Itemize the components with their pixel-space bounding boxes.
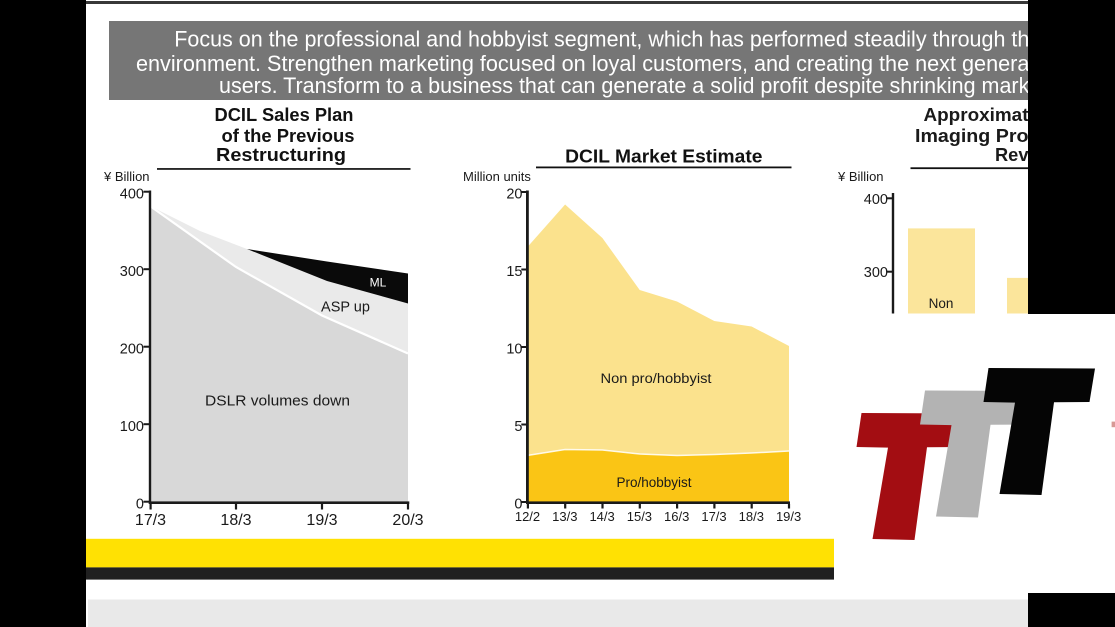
svg-text:Focus on the professional and: Focus on the professional and hobbyist s… [174,27,1115,52]
svg-text:200: 200 [120,342,144,358]
svg-text:DCIL Sales Plan: DCIL Sales Plan [215,105,354,125]
svg-text:Non pro/hobbyist: Non pro/hobbyist [601,371,712,386]
svg-text:environment. Strengthen market: environment. Strengthen marketing focuse… [136,51,1115,76]
svg-text:15: 15 [506,264,522,280]
svg-text:19/3: 19/3 [776,509,801,524]
svg-text:300: 300 [120,264,144,280]
svg-text:users. Transform to a business: users. Transform to a business that can … [219,73,1115,98]
svg-text:DCIL Market Estimate: DCIL Market Estimate [565,147,762,167]
svg-text:300: 300 [864,265,888,281]
svg-text:16/3: 16/3 [664,509,689,524]
svg-text:¥ Billion: ¥ Billion [103,169,150,184]
svg-text:Non: Non [929,296,954,311]
svg-text:Approximate: Approximate [924,105,1040,125]
svg-text:14/3: 14/3 [589,509,614,524]
svg-text:17/3: 17/3 [701,509,726,524]
svg-text:Million units: Million units [463,169,531,184]
svg-text:19/3: 19/3 [306,512,337,529]
svg-text:400: 400 [864,192,888,208]
svg-text:of the Previous: of the Previous [222,126,355,146]
svg-text:18/3: 18/3 [220,512,251,529]
svg-text:ASP up: ASP up [321,299,370,315]
svg-text:DSLR volumes down: DSLR volumes down [205,393,350,410]
svg-text:0: 0 [514,497,522,513]
svg-text:13/3: 13/3 [552,509,577,524]
svg-text:400: 400 [120,187,144,203]
svg-text:12/2: 12/2 [515,509,540,524]
svg-text:17/3: 17/3 [135,512,166,529]
svg-text:0: 0 [136,497,144,513]
svg-text:10: 10 [506,342,522,358]
svg-text:5: 5 [514,419,522,435]
svg-text:Restructuring: Restructuring [216,145,346,165]
svg-text:Pro/hobbyist: Pro/hobbyist [616,475,691,490]
svg-text:20/3: 20/3 [392,512,423,529]
svg-text:18/3: 18/3 [739,509,764,524]
svg-text:¥ Billion: ¥ Billion [837,169,884,184]
svg-text:15/3: 15/3 [627,509,652,524]
svg-text:100: 100 [120,419,144,435]
svg-text:ML: ML [370,276,387,290]
svg-text:20: 20 [506,187,522,203]
